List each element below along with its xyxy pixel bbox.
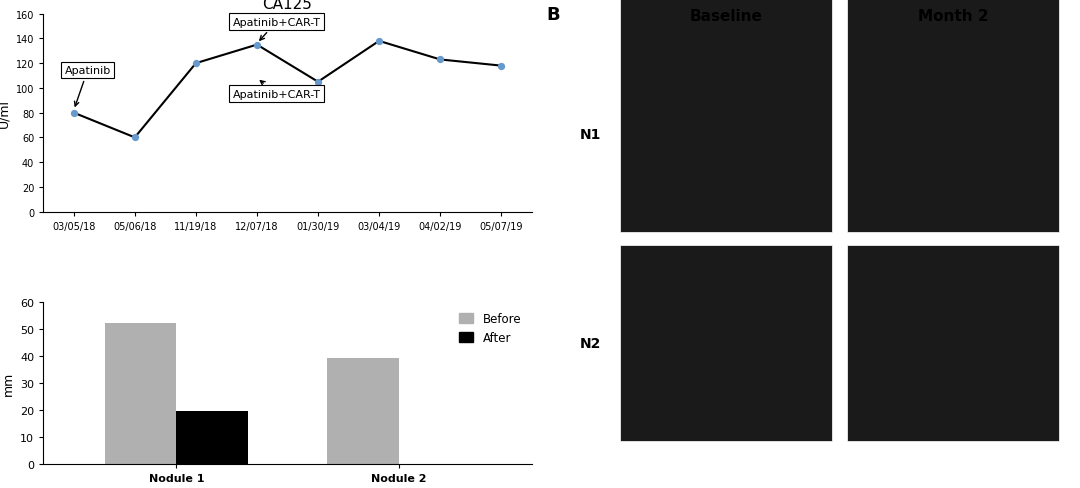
Point: [309, 79, 326, 86]
Bar: [176, 411, 247, 464]
FancyBboxPatch shape: [620, 246, 833, 441]
Point: [370, 38, 388, 46]
Point: [492, 62, 510, 70]
Y-axis label: U/ml: U/ml: [0, 99, 10, 128]
FancyBboxPatch shape: [620, 0, 833, 232]
Y-axis label: mm: mm: [1, 371, 14, 395]
Text: Apatinib: Apatinib: [65, 66, 111, 107]
Text: Apatinib+CAR-T: Apatinib+CAR-T: [232, 81, 321, 100]
FancyBboxPatch shape: [847, 0, 1059, 232]
Title: CA125: CA125: [262, 0, 312, 12]
FancyBboxPatch shape: [847, 246, 1059, 441]
Point: [248, 41, 266, 49]
Legend: Before, After: Before, After: [455, 308, 526, 349]
Bar: [106, 324, 176, 464]
Bar: [327, 359, 399, 464]
Text: Month 2: Month 2: [918, 9, 988, 23]
Text: N1: N1: [580, 128, 602, 142]
Text: B: B: [546, 6, 561, 23]
Text: Apatinib+CAR-T: Apatinib+CAR-T: [232, 18, 321, 41]
Text: N2: N2: [580, 337, 602, 350]
Point: [432, 57, 449, 64]
Point: [126, 134, 144, 142]
Point: [65, 109, 82, 117]
Point: [187, 60, 204, 68]
Text: Baseline: Baseline: [689, 9, 762, 23]
